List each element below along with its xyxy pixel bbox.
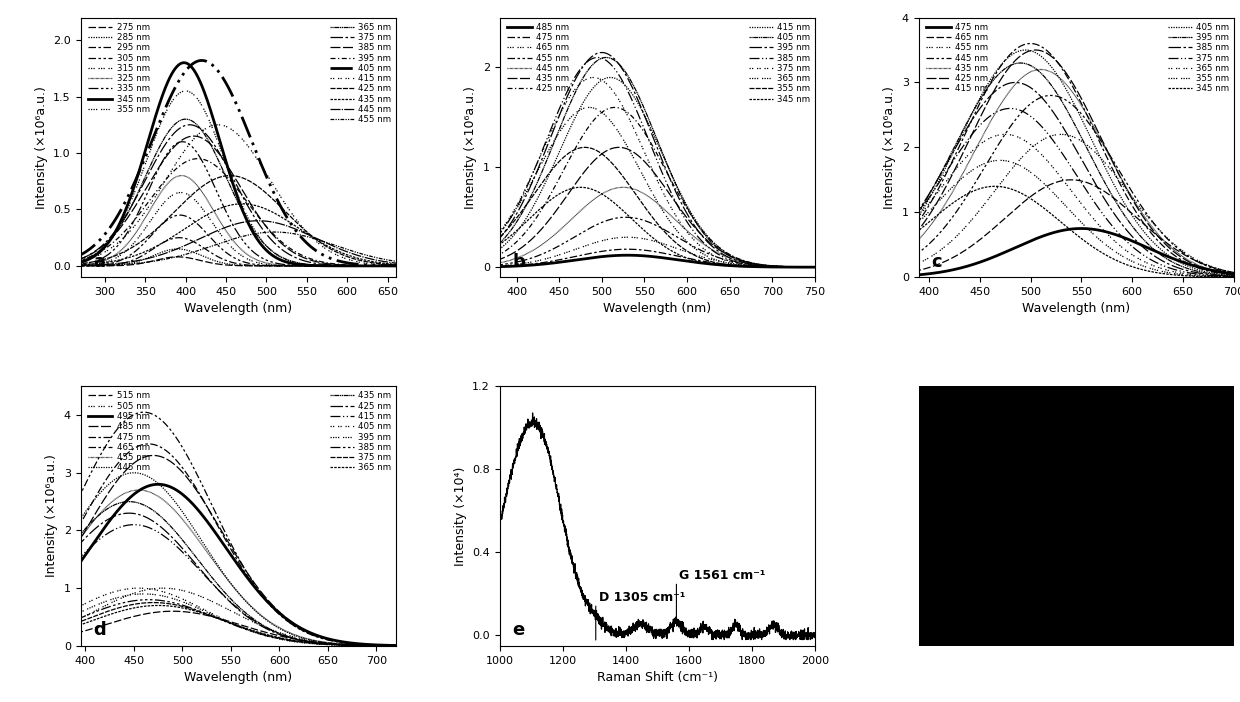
- Text: a: a: [93, 253, 105, 271]
- Legend: 365 nm, 375 nm, 385 nm, 395 nm, 405 nm, 415 nm, 425 nm, 435 nm, 445 nm, 455 nm: 365 nm, 375 nm, 385 nm, 395 nm, 405 nm, …: [326, 19, 394, 128]
- X-axis label: Wavelength (nm): Wavelength (nm): [603, 303, 712, 315]
- Y-axis label: Intensity (×10⁶a.u.): Intensity (×10⁶a.u.): [883, 86, 897, 208]
- Y-axis label: Intensity (×10⁴): Intensity (×10⁴): [454, 466, 466, 566]
- Y-axis label: Intensity (×10⁶a.u.): Intensity (×10⁶a.u.): [464, 86, 477, 208]
- Legend: 435 nm, 425 nm, 415 nm, 405 nm, 395 nm, 385 nm, 375 nm, 365 nm: 435 nm, 425 nm, 415 nm, 405 nm, 395 nm, …: [326, 388, 394, 476]
- X-axis label: Wavelength (nm): Wavelength (nm): [184, 671, 293, 684]
- Text: d: d: [93, 621, 105, 640]
- Legend: 415 nm, 405 nm, 395 nm, 385 nm, 375 nm, 365 nm, 355 nm, 345 nm: 415 nm, 405 nm, 395 nm, 385 nm, 375 nm, …: [745, 19, 813, 107]
- Y-axis label: Intensity (×10⁶a.u.): Intensity (×10⁶a.u.): [35, 86, 47, 208]
- Text: c: c: [931, 253, 942, 271]
- Y-axis label: Intensity (×10⁶a.u.): Intensity (×10⁶a.u.): [45, 455, 58, 578]
- Text: D 1305 cm⁻¹: D 1305 cm⁻¹: [599, 591, 686, 604]
- Text: G 1561 cm⁻¹: G 1561 cm⁻¹: [680, 569, 765, 583]
- Text: b: b: [512, 253, 525, 271]
- X-axis label: Raman Shift (cm⁻¹): Raman Shift (cm⁻¹): [596, 671, 718, 684]
- X-axis label: Wavelength (nm): Wavelength (nm): [1022, 303, 1131, 315]
- Legend: 405 nm, 395 nm, 385 nm, 375 nm, 365 nm, 355 nm, 345 nm: 405 nm, 395 nm, 385 nm, 375 nm, 365 nm, …: [1164, 19, 1233, 97]
- X-axis label: Wavelength (nm): Wavelength (nm): [184, 303, 293, 315]
- Text: e: e: [512, 621, 525, 640]
